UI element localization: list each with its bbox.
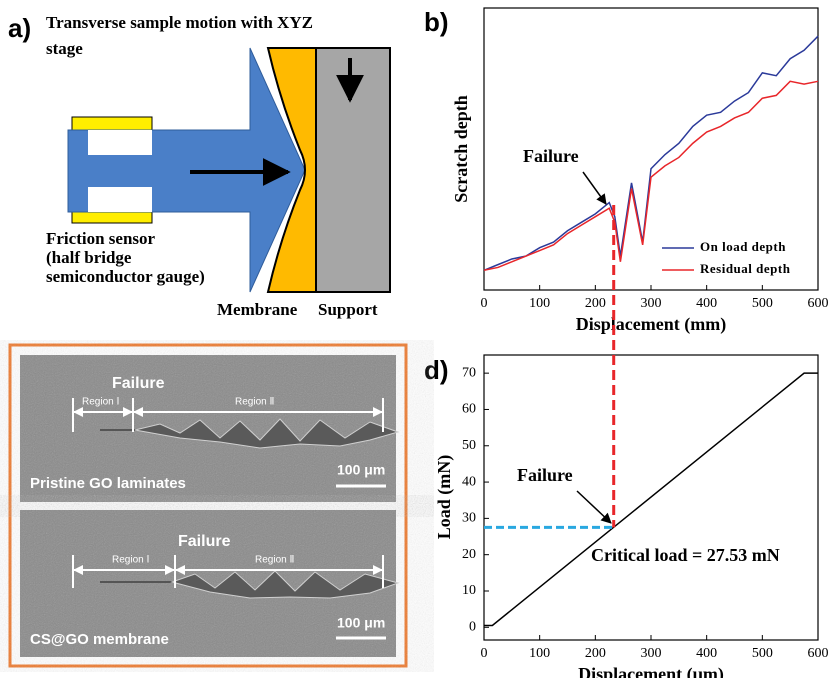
scale-label: 100 μm	[337, 462, 385, 478]
sem-image: Failure Region Ⅰ Region Ⅱ Pristine GO la…	[20, 355, 400, 502]
cutout	[88, 130, 152, 155]
annotation-arrow	[582, 171, 607, 205]
scale-label: 100 μm	[337, 615, 385, 631]
support-label: Support	[318, 300, 378, 319]
x-tick-label: 300	[641, 296, 662, 311]
region-label: Region Ⅰ	[112, 555, 149, 566]
diagram: Transverse sample motion with XYZ stage …	[46, 13, 391, 319]
cutout	[88, 187, 152, 212]
region-label: Region Ⅱ	[235, 397, 274, 408]
annotation-arrow	[576, 490, 612, 524]
caption: CS@GO membrane	[30, 631, 169, 648]
y-tick-label: 30	[462, 511, 476, 526]
annotation: Failure	[523, 146, 579, 166]
scratch	[170, 570, 400, 599]
y-tick-label: 0	[469, 620, 476, 635]
caption: Pristine GO laminates	[30, 475, 186, 492]
sensor-text: Friction sensor	[46, 229, 156, 248]
scratch	[134, 418, 400, 449]
x-tick-label: 600	[808, 296, 828, 311]
failure-label: Failure	[178, 533, 231, 550]
x-tick-label: 0	[481, 296, 488, 311]
legend-label: On load depth	[700, 239, 786, 254]
x-tick-label: 600	[808, 646, 828, 661]
stage-text: Transverse sample motion with XYZ	[46, 13, 313, 32]
x-axis-label: Displacement (mm)	[576, 314, 726, 335]
data-line	[484, 372, 818, 627]
x-tick-label: 0	[481, 646, 488, 661]
sem-image: Failure Region Ⅰ Region Ⅱ CS@GO membrane…	[20, 510, 400, 657]
y-axis-label: Load (mN)	[434, 455, 455, 540]
x-tick-label: 400	[696, 296, 717, 311]
gauge	[71, 116, 153, 132]
x-tick-label: 100	[529, 646, 550, 661]
y-tick-label: 50	[462, 438, 476, 453]
y-tick-label: 60	[462, 402, 476, 417]
x-tick-label: 300	[641, 646, 662, 661]
x-tick-label: 400	[696, 646, 717, 661]
x-axis-label: Displacement (μm)	[578, 664, 724, 678]
membrane-label: Membrane	[217, 300, 298, 319]
y-tick-label: 70	[462, 365, 476, 380]
panel-label: a)	[8, 13, 31, 43]
annotation: Failure	[517, 465, 573, 485]
region-label: Region Ⅰ	[82, 397, 119, 408]
x-tick-label: 200	[585, 646, 606, 661]
x-tick-label: 500	[752, 646, 773, 661]
critical-label: Critical load = 27.53 mN	[591, 545, 780, 565]
region-label: Region Ⅱ	[255, 555, 294, 566]
failure-label: Failure	[112, 375, 165, 392]
legend-label: Residual depth	[700, 261, 791, 276]
y-tick-label: 20	[462, 547, 476, 562]
membrane	[266, 47, 317, 293]
x-tick-label: 200	[585, 296, 606, 311]
y-axis-label: Scratch depth	[451, 95, 471, 203]
support	[315, 47, 391, 293]
sensor-text: semiconductor gauge)	[46, 267, 205, 286]
x-tick-label: 100	[529, 296, 550, 311]
y-tick-label: 40	[462, 474, 476, 489]
data-line	[483, 80, 819, 271]
sensor-text: (half bridge	[46, 248, 132, 267]
panel-label: b)	[424, 7, 449, 37]
panel-label: d)	[424, 355, 449, 385]
y-tick-label: 10	[462, 583, 476, 598]
stage-text: stage	[46, 39, 83, 58]
x-tick-label: 500	[752, 296, 773, 311]
